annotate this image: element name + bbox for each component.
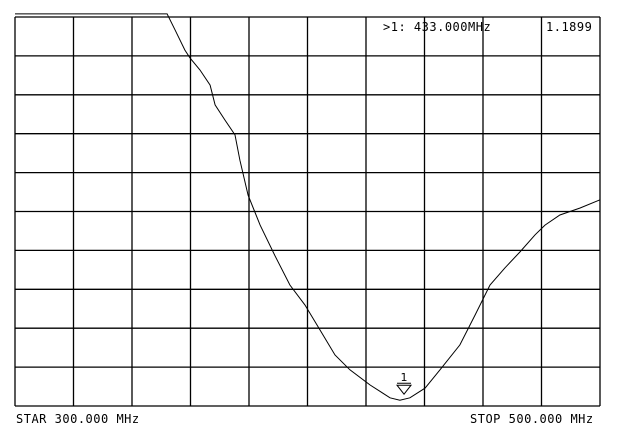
marker-1: 1: [396, 371, 413, 396]
grid: [14, 16, 601, 407]
stop-unit: MHz: [570, 412, 594, 426]
start-value: 300.000: [54, 412, 109, 426]
marker-value: 1.1899: [546, 20, 593, 34]
start-label: STAR: [16, 412, 47, 426]
start-frequency: STAR 300.000 MHz: [16, 412, 140, 426]
marker-triangle-icon: [396, 382, 413, 396]
stop-value: 500.000: [508, 412, 563, 426]
stop-label: STOP: [470, 412, 501, 426]
stop-frequency: STOP 500.000 MHz: [470, 412, 594, 426]
marker-unit: MHz: [468, 20, 492, 34]
marker-number: 1: [401, 371, 408, 384]
start-unit: MHz: [116, 412, 140, 426]
marker-label: >1:: [383, 20, 407, 34]
marker-frequency: 433.000: [413, 20, 468, 34]
marker-readout: >1: 433.000MHz: [383, 20, 491, 34]
swr-trace: [15, 13, 601, 401]
